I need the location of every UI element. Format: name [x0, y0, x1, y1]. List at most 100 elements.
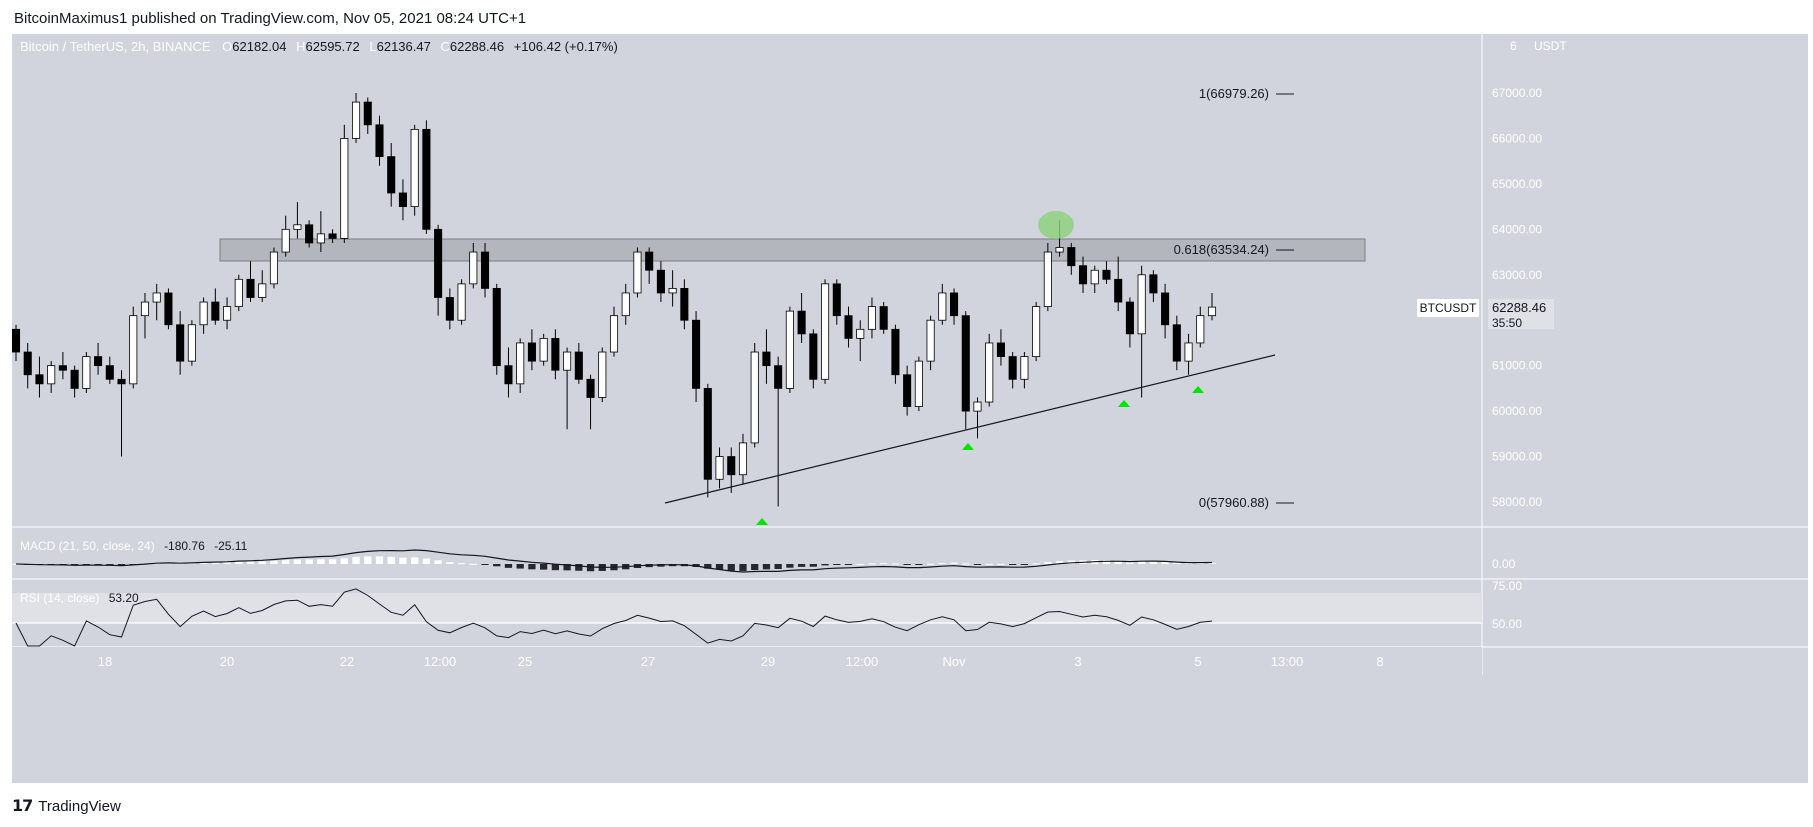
rsi-label: RSI (14, close) [20, 591, 99, 605]
candle-body [152, 292, 161, 303]
macd-bar [797, 564, 806, 567]
time-tick-8: Nov [942, 654, 966, 669]
symbol-badge[interactable] [1417, 299, 1479, 317]
candle-body [809, 333, 818, 380]
fib-level-1-label: 1(66979.26) [1199, 86, 1269, 101]
macd-bar [305, 559, 313, 564]
high-value: 62595.72 [306, 39, 360, 54]
macd-bar [786, 564, 794, 568]
macd-bar [997, 563, 1005, 565]
breakout-highlight [1038, 211, 1074, 239]
macd-bar [774, 564, 782, 569]
candle-body [504, 365, 513, 385]
candles-group [11, 93, 1217, 507]
macd-line [15, 549, 1213, 573]
price-tick-6: 61000.00 [1492, 359, 1542, 373]
candle-body [832, 283, 841, 317]
macd-bar [1184, 562, 1193, 564]
candle-body [1043, 251, 1052, 307]
macd-bar [926, 563, 935, 565]
candle-body [1102, 269, 1111, 280]
time-tick-11: 13:00 [1271, 654, 1304, 669]
macd-bar [833, 564, 841, 565]
candle-body [738, 442, 748, 476]
candle-body [281, 228, 290, 253]
price-tick-2: 65000.00 [1492, 177, 1542, 191]
support-trendline[interactable] [664, 354, 1276, 504]
candle-body [1067, 247, 1076, 267]
rsi-axis-tick-75: 75.00 [1492, 579, 1522, 593]
candle-body [903, 374, 912, 407]
macd-bar [868, 563, 876, 565]
candle-body [727, 456, 736, 476]
price-badge[interactable] [1488, 299, 1554, 329]
time-tick-4: 25 [518, 654, 532, 669]
candle-body [961, 315, 970, 412]
macd-bar [293, 559, 302, 564]
change-value: +106.42 (+0.17%) [514, 39, 618, 54]
macd-bar [282, 560, 290, 564]
tradingview-logo-icon: 𝟭𝟳 [12, 798, 33, 815]
candle-body [762, 351, 771, 367]
macd-bar [246, 561, 255, 564]
macd-bar [94, 564, 102, 565]
fib-level-0-label: 0(57960.88) [1199, 495, 1269, 510]
symbol-name: Bitcoin / TetherUS, 2h, BINANCE [20, 39, 211, 54]
time-axis[interactable] [12, 647, 1482, 675]
candle-body [328, 233, 337, 239]
macd-bar [446, 562, 454, 564]
macd-bar [856, 563, 864, 565]
candle-body [258, 283, 267, 298]
price-tick-7: 60000.00 [1492, 404, 1542, 418]
support-marker-1 [756, 518, 768, 525]
candle-body [410, 128, 419, 208]
price-axis[interactable] [1482, 34, 1808, 675]
price-axis-currency: 6 [1510, 39, 1517, 53]
macd-bar [493, 564, 501, 567]
time-ticks: 18 20 22 12:00 25 27 29 12:00 Nov 3 5 13:00 8 [98, 654, 1384, 669]
candle-body [914, 360, 923, 407]
candle-body [879, 306, 888, 330]
macd-bar [1161, 561, 1169, 564]
rsi-value: 53.20 [109, 591, 139, 605]
candle-body [563, 351, 572, 371]
macd-bar [715, 564, 724, 570]
candle-body [129, 315, 138, 385]
macd-bar [352, 556, 360, 564]
macd-bar [411, 557, 419, 564]
candle-body [422, 128, 431, 230]
candle-body [164, 292, 173, 326]
macd-bar [1055, 561, 1064, 564]
macd-bar [258, 561, 266, 564]
candle-body [1078, 265, 1088, 285]
candle-body [985, 342, 994, 403]
macd-bar [1102, 560, 1111, 564]
candle-body [94, 356, 103, 367]
rsi-band [12, 593, 1482, 623]
candle-body [47, 365, 56, 385]
candle-body [715, 456, 724, 480]
resistance-zone[interactable] [219, 238, 1366, 262]
price-tick-4: 63000.00 [1492, 268, 1542, 282]
price-badge-value: 62288.46 [1492, 300, 1546, 315]
macd-bar [844, 564, 853, 565]
candle-body [223, 306, 232, 321]
candle-body [621, 292, 630, 317]
candle-body [516, 342, 525, 385]
macd-bar [375, 556, 384, 564]
candle-body [856, 328, 865, 339]
candle-body [293, 224, 302, 230]
candle-body [1207, 306, 1217, 317]
price-tick-0: 67000.00 [1492, 86, 1542, 100]
macd-bar [973, 564, 982, 565]
macd-bar [117, 564, 126, 565]
candle-body [1008, 356, 1017, 380]
candle-body [692, 319, 701, 389]
macd-bar [387, 556, 395, 564]
macd-bar [422, 558, 431, 564]
candle-body [140, 301, 150, 317]
symbol-legend[interactable]: Bitcoin / TetherUS, 2h, BINANCE O62182.0… [20, 39, 618, 54]
tradingview-logo[interactable]: 𝟭𝟳 TradingView [12, 795, 121, 817]
macd-bar [199, 562, 208, 564]
